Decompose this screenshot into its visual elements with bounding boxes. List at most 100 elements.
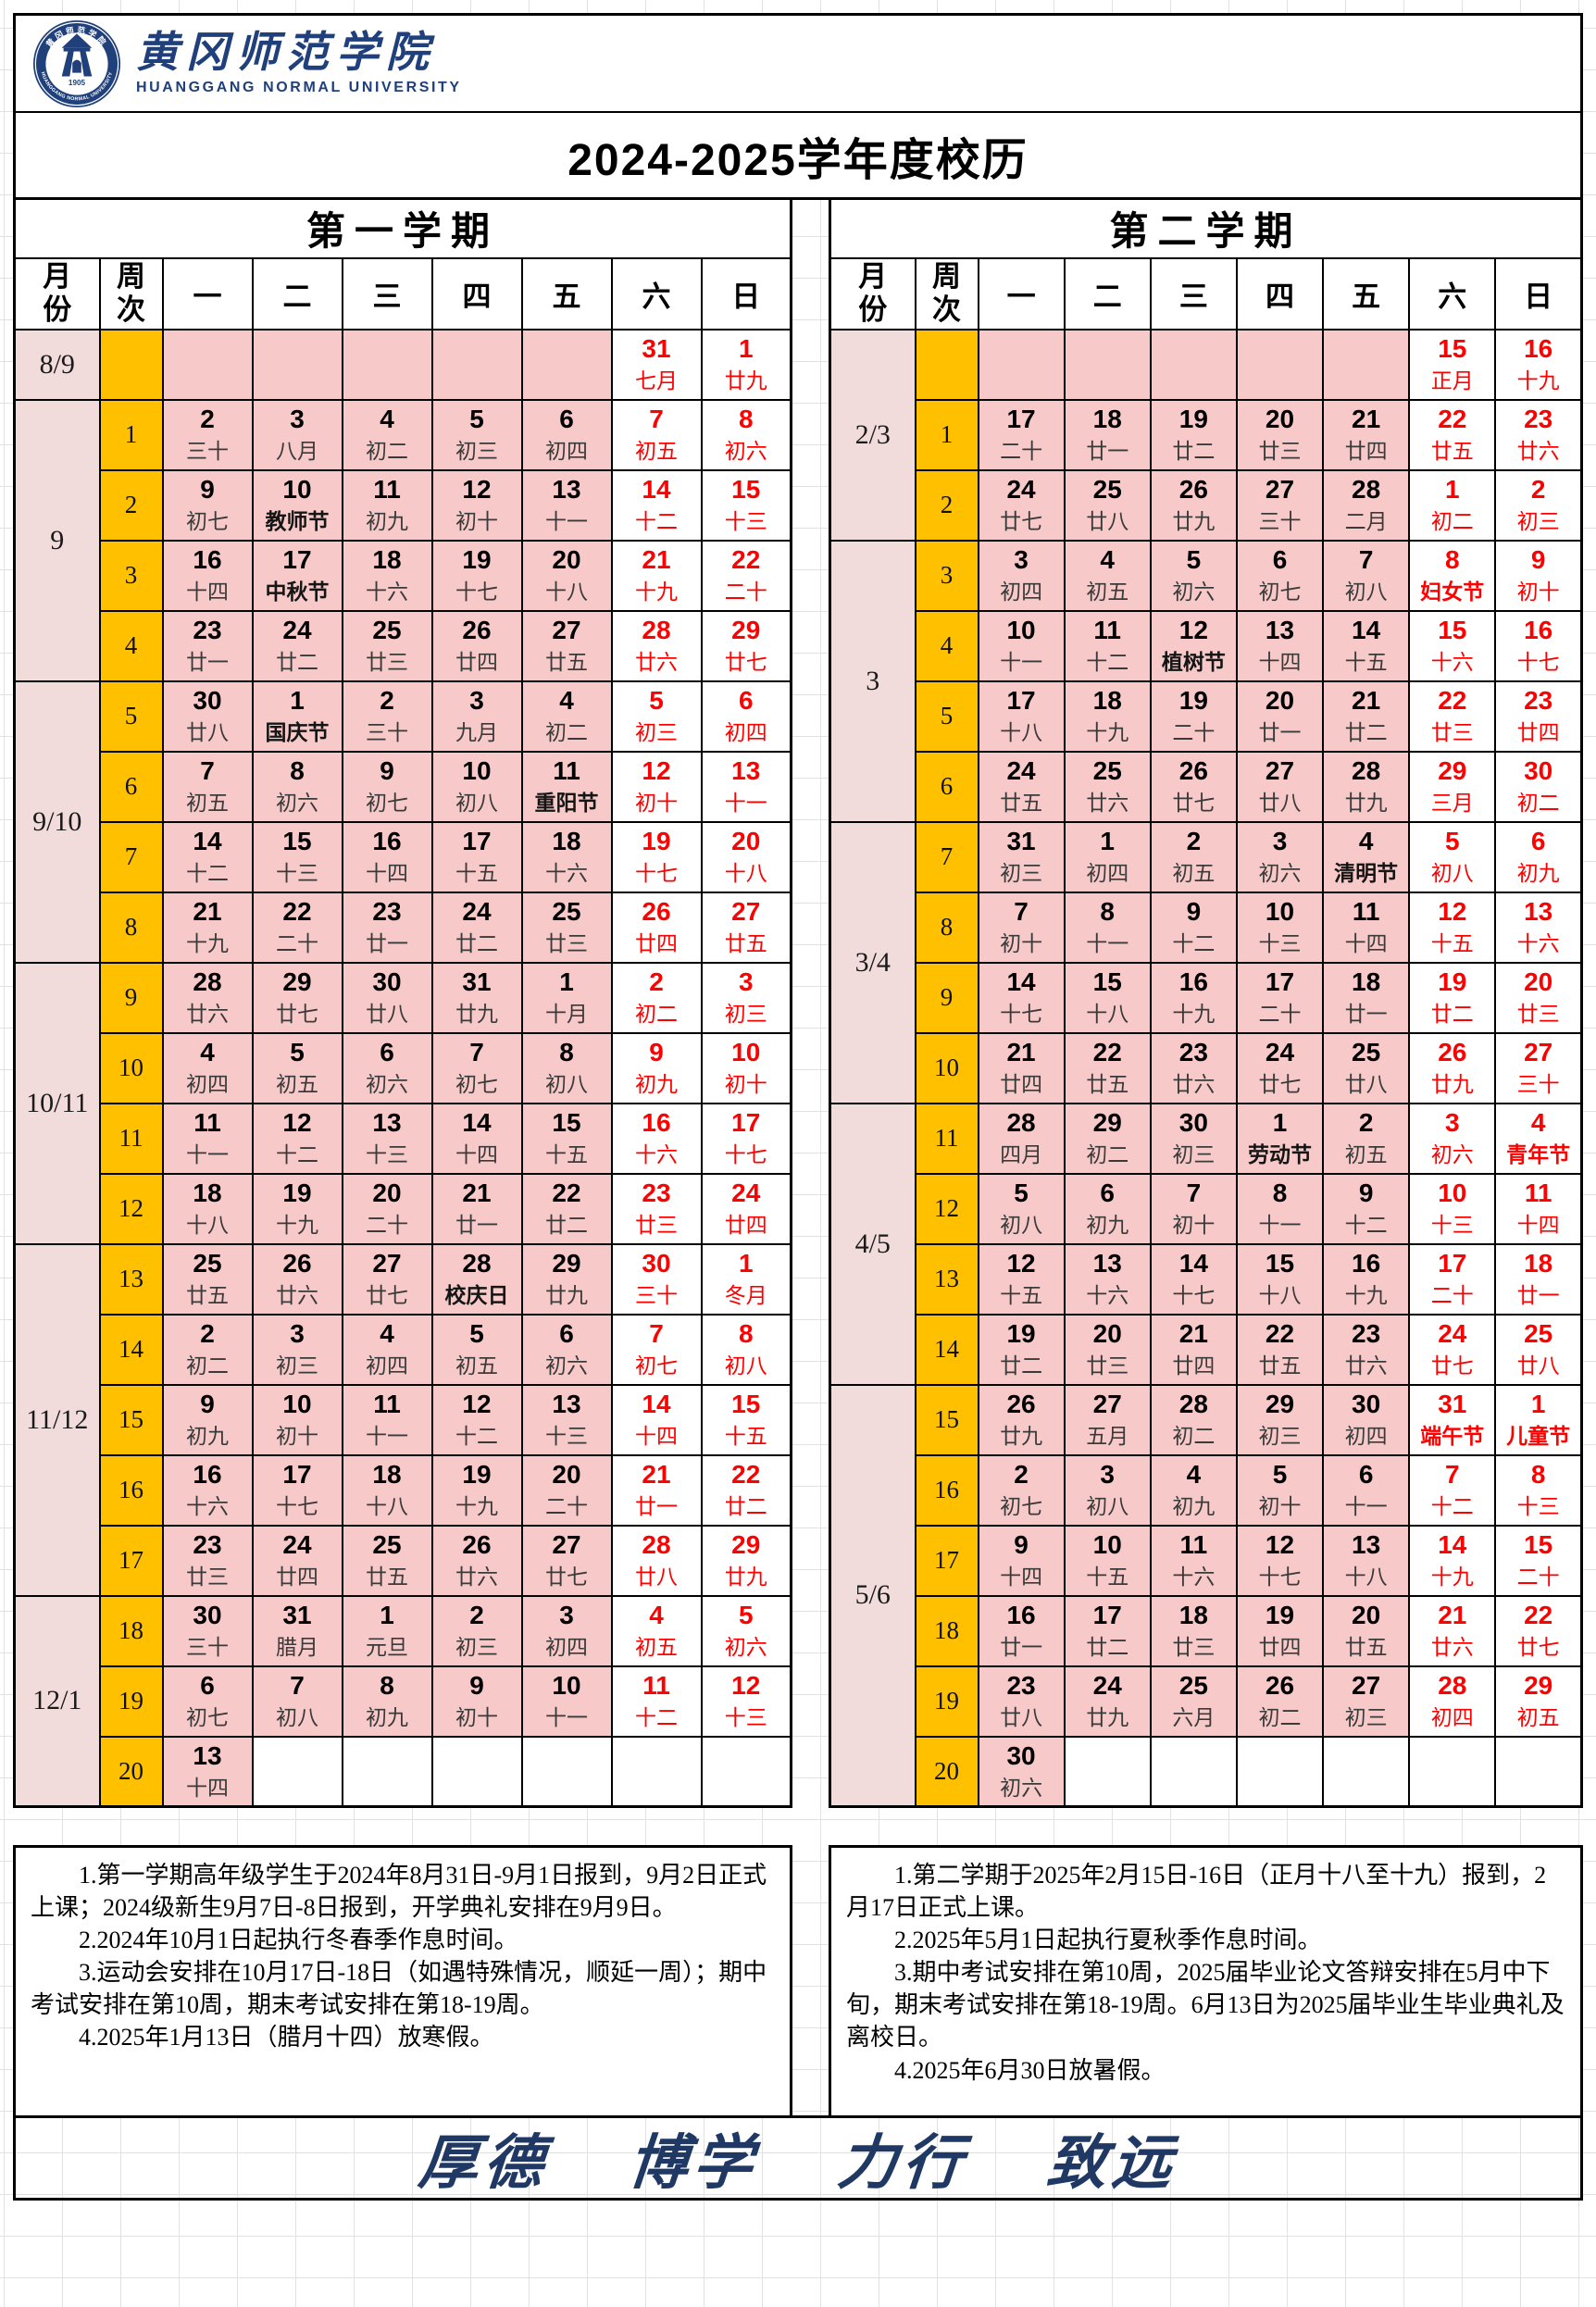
- day-cell: 18 十八: [341, 1453, 433, 1527]
- day-number: 22: [1438, 686, 1467, 716]
- week-number-cell: 7: [98, 820, 164, 893]
- day-number: 4: [380, 1319, 394, 1349]
- week-number-cell: 7: [914, 820, 979, 893]
- day-cell: 19 十九: [430, 1453, 523, 1527]
- day-cell: 19 十九: [251, 1172, 343, 1245]
- day-cell: [430, 1735, 523, 1808]
- week-number-cell: 8: [914, 891, 979, 964]
- day-number: 4: [1358, 827, 1374, 856]
- day-cell: 23 廿六: [1149, 1031, 1238, 1104]
- day-number: 22: [282, 897, 312, 927]
- day-cell: 20 廿三: [1235, 398, 1325, 471]
- lunar-or-holiday-label: 十一: [366, 1425, 408, 1449]
- semester-2-calendar: 第二学期月 份周 次一二三四五六日 2/3 15 正月 16 十九 1 17 二十 18 廿一 19 廿…: [829, 197, 1583, 1808]
- day-cell: 16 十九: [1322, 1242, 1411, 1316]
- day-number: 22: [731, 1460, 761, 1490]
- day-cell: 28 廿六: [161, 961, 254, 1034]
- day-cell: 30 初六: [977, 1735, 1066, 1808]
- lunar-or-holiday-label: 十八: [1000, 721, 1043, 745]
- day-cell: 30 廿八: [341, 961, 433, 1034]
- week-number-cell: 15: [98, 1383, 164, 1456]
- day-cell: 11 十四: [1494, 1172, 1583, 1245]
- lunar-or-holiday-label: 九月: [455, 721, 498, 745]
- day-number: 11: [1524, 1178, 1552, 1208]
- day-cell: 6 初六: [520, 1313, 613, 1386]
- day-cell: 19 廿四: [1235, 1594, 1325, 1667]
- week-number-cell: 12: [98, 1172, 164, 1245]
- lunar-or-holiday-label: 廿三: [1430, 721, 1474, 745]
- day-cell: 1 劳动节: [1235, 1102, 1325, 1175]
- day-cell: 10 十三: [1408, 1172, 1497, 1245]
- day-number: 5: [1186, 545, 1202, 575]
- lunar-or-holiday-label: 廿九: [1172, 510, 1216, 534]
- day-number: 15: [1438, 334, 1467, 364]
- lunar-or-holiday-label: 廿八: [1344, 1073, 1388, 1097]
- day-number: 16: [372, 827, 402, 856]
- week-number-cell: 18: [914, 1594, 979, 1667]
- lunar-or-holiday-label: 十五: [1344, 651, 1388, 675]
- day-number: 19: [642, 827, 671, 856]
- lunar-or-holiday-label: 廿一: [1516, 1284, 1560, 1308]
- week-row: 19 23 廿八 24 廿九 25 六月 26 初二 27 初三 28 初四 29 初五: [830, 1665, 1583, 1738]
- day-cell: 17 二十: [1408, 1242, 1497, 1316]
- week-row: 3 3 3 初四 4 初五 5 初六 6 初七 7 初八 8 妇女节 9 初十: [829, 539, 1583, 823]
- day-cell: 29 廿七: [251, 961, 343, 1034]
- lunar-or-holiday-label: 十五: [724, 1425, 767, 1449]
- day-number: 14: [1178, 1249, 1208, 1278]
- lunar-or-holiday-label: 廿一: [366, 932, 408, 956]
- lunar-or-holiday-label: 廿五: [1000, 792, 1043, 816]
- day-cell: 5 初六: [700, 1594, 792, 1667]
- lunar-or-holiday-label: 校庆日: [444, 1284, 509, 1308]
- day-cell: 13 十一: [700, 750, 792, 823]
- day-of-week-header: 六: [610, 256, 703, 330]
- day-number: 6: [1100, 1178, 1115, 1208]
- day-cell: 10 初十: [700, 1031, 792, 1104]
- day-number: 31: [642, 334, 671, 364]
- day-number: 5: [649, 686, 664, 716]
- day-cell: 13 十六: [1063, 1242, 1152, 1316]
- day-cell: [1149, 1735, 1238, 1808]
- day-number: 24: [1006, 756, 1036, 786]
- day-number: 4: [380, 405, 394, 434]
- day-cell: 26 廿四: [430, 609, 523, 682]
- day-number: 15: [1265, 1249, 1295, 1278]
- lunar-or-holiday-label: 十九: [455, 1495, 498, 1519]
- day-number: 15: [1092, 967, 1122, 997]
- day-cell: 18 廿三: [1149, 1594, 1238, 1667]
- month-cell: 3: [829, 539, 916, 823]
- day-number: 20: [731, 827, 761, 856]
- day-of-week-header: 日: [1494, 256, 1583, 330]
- day-cell: 15 二十: [1494, 1524, 1583, 1597]
- day-number: 21: [462, 1178, 492, 1208]
- day-number: 2: [200, 1319, 215, 1349]
- day-number: 18: [1524, 1249, 1553, 1278]
- day-cell: 15 十六: [1408, 609, 1497, 682]
- day-number: 9: [1358, 1178, 1374, 1208]
- month-cell: 9/10: [13, 680, 101, 964]
- day-number: 23: [1524, 405, 1553, 434]
- lunar-or-holiday-label: 六月: [1172, 1706, 1216, 1730]
- lunar-or-holiday-label: 三十: [186, 440, 229, 464]
- lunar-or-holiday-label: 妇女节: [1420, 580, 1485, 605]
- day-number: 19: [1265, 1601, 1295, 1630]
- lunar-or-holiday-label: 初九: [635, 1073, 678, 1097]
- day-number: 2: [469, 1601, 484, 1630]
- day-cell: 22 廿二: [700, 1453, 792, 1527]
- day-number: 23: [372, 897, 402, 927]
- day-number: 10: [552, 1671, 581, 1701]
- lunar-or-holiday-label: 十六: [366, 580, 408, 605]
- day-number: 29: [1524, 1671, 1553, 1701]
- day-cell: 14 十七: [977, 961, 1066, 1034]
- lunar-or-holiday-label: 廿三: [545, 932, 588, 956]
- day-of-week-header: 五: [520, 256, 613, 330]
- lunar-or-holiday-label: 初七: [186, 1706, 229, 1730]
- week-row: 10/11 9 28 廿六 29 廿七 30 廿八 31 廿九 1 十月 2 初二 3 初三: [13, 961, 792, 1245]
- week-row: 8/9 31 七月 1 廿九: [13, 328, 792, 401]
- lunar-or-holiday-label: 廿八: [366, 1003, 408, 1027]
- lunar-or-holiday-label: 廿八: [1000, 1706, 1043, 1730]
- calendars-row: 第一学期月 份周 次一二三四五六日 8/9 31 七月 1 廿九 9 1 2 三十 3 八月 4 初二 5 初…: [13, 197, 1583, 1808]
- day-number: 5: [469, 1319, 484, 1349]
- day-cell: 21 廿四: [1322, 398, 1411, 471]
- day-cell: 23 廿六: [1322, 1313, 1411, 1386]
- day-number: 22: [1438, 405, 1467, 434]
